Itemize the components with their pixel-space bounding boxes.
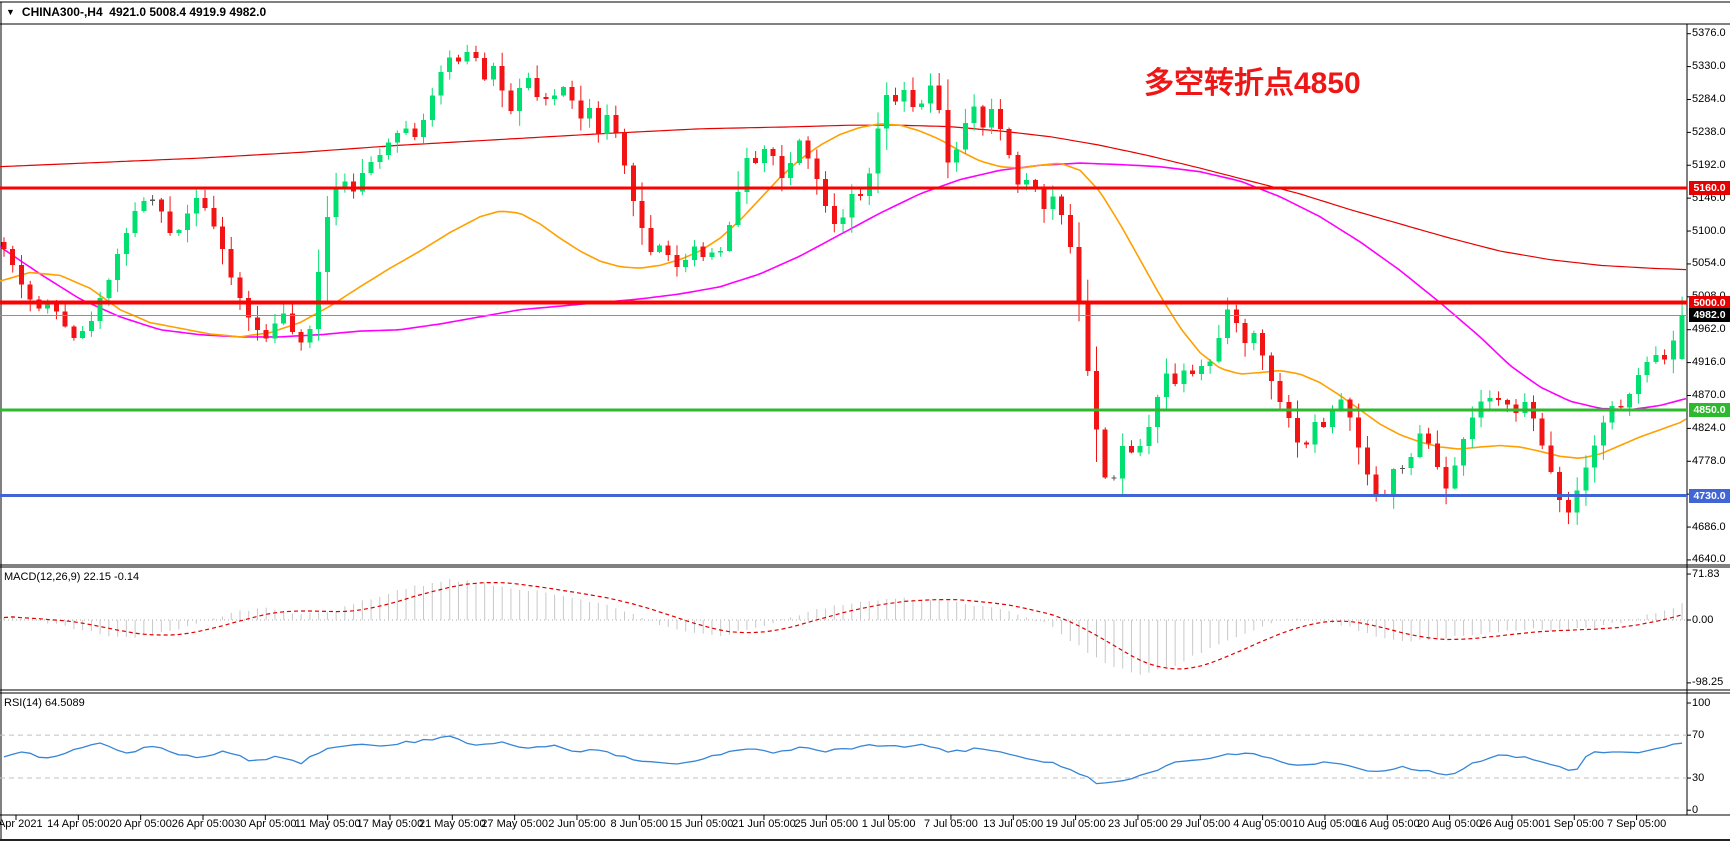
time-axis-label: 4 Aug 05:00	[1233, 818, 1292, 830]
time-axis-label: 15 Jun 05:00	[669, 818, 734, 830]
time-axis-label: 14 Apr 05:00	[47, 818, 110, 830]
price-tick-label: 5192.0	[1692, 158, 1726, 171]
time-axis-label: 8 Apr 2021	[0, 818, 43, 830]
time-axis-label: 25 Jun 05:00	[794, 818, 859, 830]
time-axis-label: 7 Jul 05:00	[924, 818, 978, 830]
ma-slow-line	[0, 124, 1687, 271]
axis-tick-marks	[15, 33, 1691, 820]
price-tick-label: 4916.0	[1692, 356, 1726, 369]
time-axis-label: 17 May 05:00	[356, 818, 424, 830]
time-axis-label: 30 Apr 05:00	[234, 818, 297, 830]
price-tick-label: 4962.0	[1692, 323, 1726, 336]
price-tick-label: 5330.0	[1692, 60, 1726, 73]
price-tick-label: 5284.0	[1692, 92, 1726, 105]
ma-fast-line	[0, 123, 1687, 460]
candlestick-series[interactable]	[1, 44, 1685, 525]
price-level-badge[interactable]: 4850.0	[1689, 402, 1730, 417]
rsi-panel	[0, 734, 1687, 785]
time-axis-label: 1 Sep 05:00	[1544, 818, 1604, 830]
rsi-tick-label: 70	[1692, 728, 1705, 741]
rsi-tick-label: 100	[1692, 696, 1711, 709]
time-axis-label: 13 Jul 05:00	[983, 818, 1044, 830]
time-axis-label: 10 Aug 05:00	[1292, 818, 1358, 830]
time-axis-label: 8 Jun 05:00	[610, 818, 669, 830]
price-level-badge[interactable]: 5160.0	[1689, 181, 1730, 196]
price-level-badge[interactable]: 4982.0	[1689, 308, 1730, 323]
price-tick-label: 4870.0	[1692, 388, 1726, 401]
macd-tick-label: -98.25	[1692, 676, 1724, 689]
price-tick-label: 4640.0	[1692, 553, 1726, 566]
price-tick-label: 4686.0	[1692, 520, 1726, 533]
time-axis-label: 21 Jun 05:00	[732, 818, 796, 830]
price-tick-label: 5100.0	[1692, 224, 1726, 237]
price-tick-label: 5238.0	[1692, 125, 1726, 138]
bull-bear-turning-point-annotation[interactable]: 多空转折点4850	[1144, 67, 1361, 100]
time-axis-label: 20 Aug 05:00	[1417, 818, 1482, 830]
time-axis-label: 20 Apr 05:00	[109, 818, 172, 830]
price-level-badge[interactable]: 5000.0	[1689, 295, 1730, 310]
moving-averages	[0, 123, 1687, 460]
time-axis-label: 26 Apr 05:00	[171, 818, 235, 830]
horizontal-level-lines[interactable]	[0, 186, 1687, 498]
chart-header: ▼ CHINA300-,H4 4921.0 5008.4 4919.9 4982.…	[6, 5, 266, 19]
macd-signal-line	[3, 582, 1683, 670]
macd-panel	[0, 579, 1687, 675]
price-tick-label: 4824.0	[1692, 421, 1726, 434]
time-axis-label: 27 May 05:00	[481, 818, 548, 830]
time-axis-label: 16 Aug 05:00	[1354, 818, 1420, 830]
rsi-line	[3, 735, 1683, 785]
time-axis-label: 19 Jul 05:00	[1045, 818, 1106, 830]
rsi-tick-label: 30	[1692, 771, 1705, 784]
time-axis-label: 11 May 05:00	[294, 818, 361, 830]
time-axis-label: 21 May 05:00	[418, 818, 486, 830]
time-axis-label: 1 Jul 05:00	[861, 818, 916, 830]
macd-tick-label: 0.00	[1692, 613, 1714, 626]
price-tick-label: 5376.0	[1692, 27, 1726, 40]
symbol-timeframe-label: CHINA300-,H4	[21, 5, 103, 19]
price-level-badge[interactable]: 4730.0	[1689, 488, 1730, 503]
price-tick-label: 5054.0	[1692, 257, 1726, 270]
macd-indicator-label: MACD(12,26,9) 22.15 -0.14	[4, 571, 140, 583]
time-axis-label: 29 Jul 05:00	[1170, 818, 1231, 830]
time-axis-label: 2 Jun 05:00	[548, 818, 606, 830]
time-axis-label: 26 Aug 05:00	[1479, 818, 1545, 830]
rsi-tick-label: 0	[1692, 803, 1699, 816]
symbol-dropdown-icon[interactable]: ▼	[6, 7, 15, 17]
time-axis-label: 23 Jul 05:00	[1107, 818, 1168, 830]
time-axis-label: 7 Sep 05:00	[1606, 818, 1667, 830]
price-tick-label: 4778.0	[1692, 454, 1726, 467]
ma-mid-line	[0, 162, 1687, 411]
ohlc-quote-label: 4921.0 5008.4 4919.9 4982.0	[109, 5, 267, 19]
macd-tick-label: 71.83	[1692, 567, 1720, 580]
rsi-indicator-label: RSI(14) 64.5089	[4, 697, 85, 709]
